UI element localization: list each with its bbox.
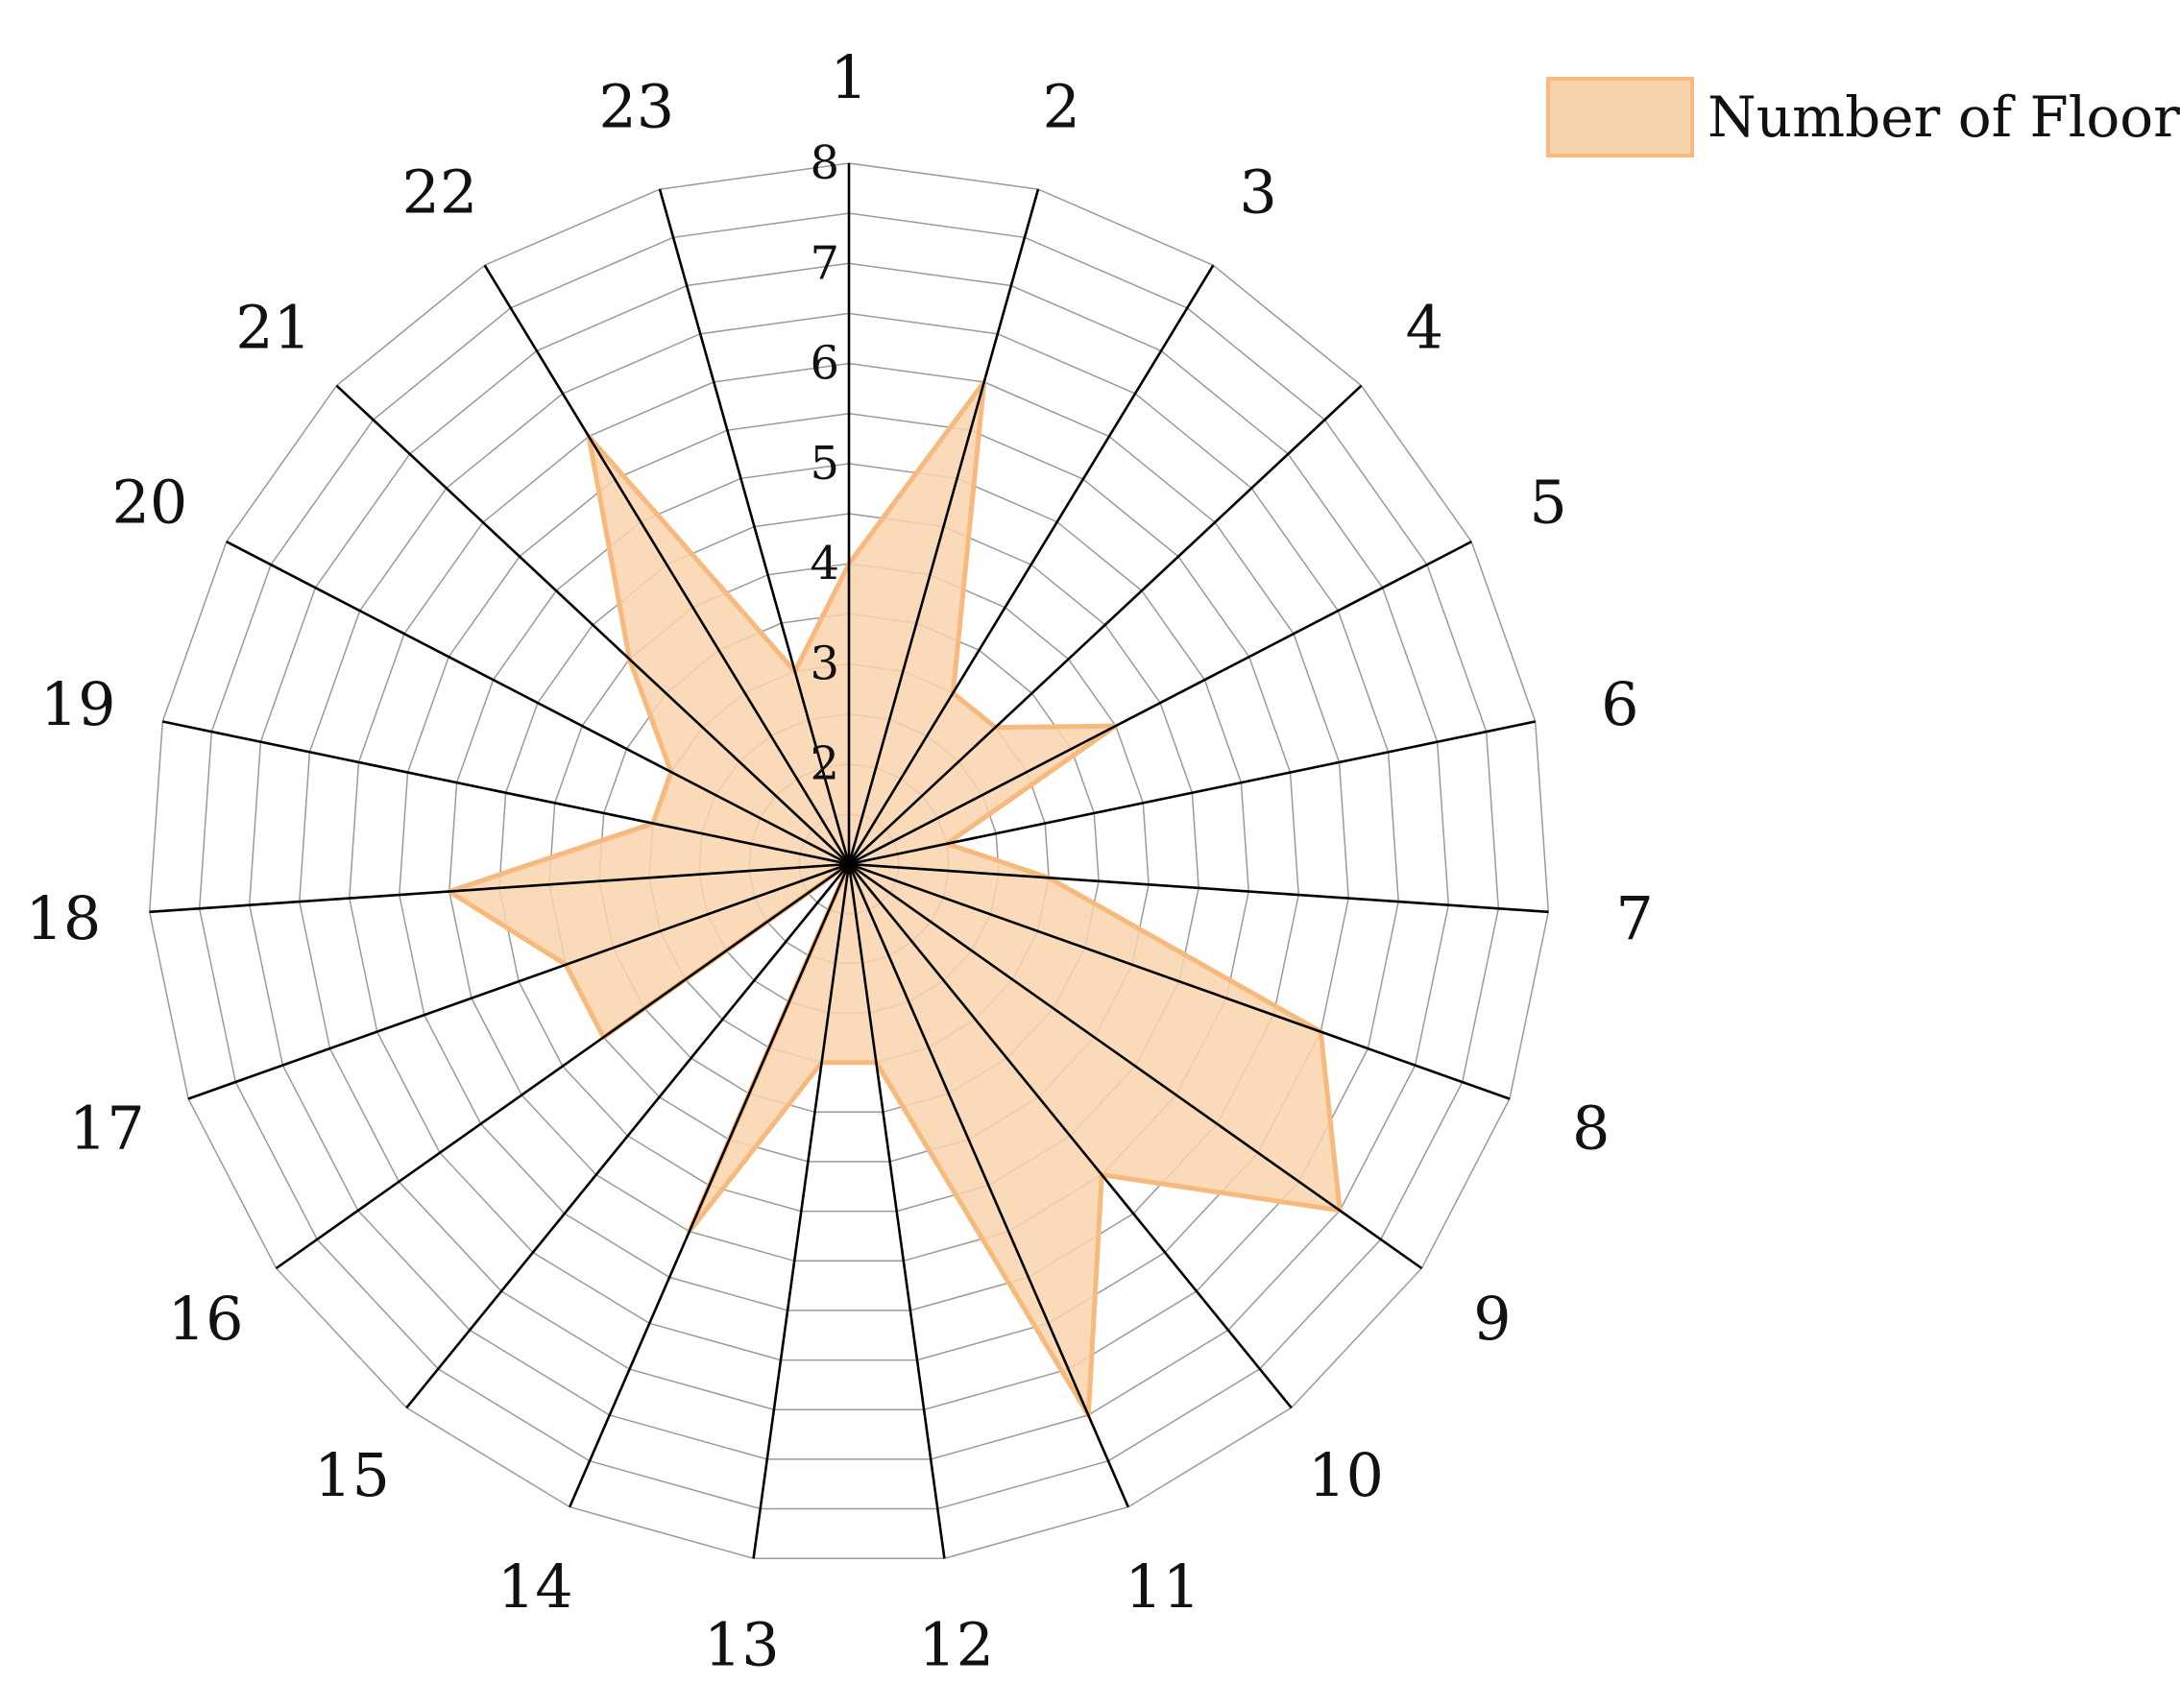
grid-ring <box>248 262 1450 1460</box>
category-label: 7 <box>1615 883 1653 953</box>
legend-label: Number of Floors <box>1708 84 2180 150</box>
radial-tick-labels: 2 3 4 5 6 7 8 <box>810 136 839 791</box>
series-area-layer <box>447 379 1343 1418</box>
grid-spoke <box>848 384 1363 865</box>
grid-rings <box>148 162 1550 1559</box>
grid-spoke <box>848 541 1472 866</box>
category-label: 22 <box>401 156 477 227</box>
grid-spoke <box>149 862 850 914</box>
grid-spoke <box>847 188 1040 865</box>
grid-ring <box>498 513 1199 1213</box>
grid-spoke <box>569 863 851 1508</box>
category-label: 4 <box>1406 292 1443 362</box>
category-label: 14 <box>497 1552 573 1622</box>
grid-spoke <box>848 862 1511 1100</box>
tick-label: 8 <box>810 136 839 190</box>
grid-spoke <box>405 863 851 1409</box>
category-label: 20 <box>111 468 187 538</box>
tick-label: 2 <box>810 737 839 791</box>
grid-spokes <box>149 163 1549 1559</box>
grid-spoke <box>848 862 1423 1270</box>
grid-spoke <box>847 863 1293 1409</box>
grid-spoke <box>847 863 1129 1508</box>
category-label: 12 <box>918 1609 994 1679</box>
tick-label: 6 <box>810 337 839 391</box>
grid-spoke <box>847 863 946 1559</box>
category-label: 10 <box>1308 1440 1384 1510</box>
grid-ring <box>148 162 1550 1559</box>
grid-spoke <box>335 384 850 865</box>
series-area <box>447 379 1343 1418</box>
grid-ring <box>299 312 1399 1410</box>
grid-spoke <box>658 188 851 865</box>
grid-spoke <box>162 720 850 866</box>
grid-ring <box>548 563 1150 1163</box>
grid-spoke <box>848 862 1549 914</box>
category-label: 23 <box>598 71 674 141</box>
tick-label: 5 <box>810 437 839 491</box>
grid-ring <box>349 362 1349 1361</box>
grid-spoke <box>275 862 850 1270</box>
legend-swatch <box>1546 77 1694 157</box>
tick-label: 7 <box>810 236 839 290</box>
category-label: 11 <box>1125 1552 1200 1622</box>
category-label: 19 <box>40 669 116 739</box>
grid-ring <box>448 463 1249 1263</box>
grid-spoke <box>226 541 850 866</box>
grid-spoke <box>848 720 1536 866</box>
category-label: 3 <box>1239 156 1276 227</box>
category-label: 8 <box>1572 1094 1610 1164</box>
category-label: 17 <box>69 1094 145 1164</box>
category-label: 18 <box>25 883 101 953</box>
grid-ring <box>198 212 1500 1510</box>
grid-spoke <box>483 264 851 865</box>
category-label: 5 <box>1529 468 1566 538</box>
tick-label: 4 <box>810 537 839 590</box>
category-label: 21 <box>235 292 311 362</box>
legend: Number of Floors <box>1546 77 2180 157</box>
category-label: 13 <box>704 1609 780 1679</box>
category-label: 9 <box>1473 1284 1511 1354</box>
category-label: 16 <box>168 1284 244 1354</box>
grid-spoke <box>847 264 1215 865</box>
category-label: 6 <box>1601 669 1638 739</box>
grid-spoke <box>187 862 850 1100</box>
grid-ring <box>399 412 1299 1311</box>
grid-spoke <box>752 863 851 1559</box>
category-label: 2 <box>1042 71 1079 141</box>
tick-label: 3 <box>810 637 839 690</box>
category-label: 15 <box>314 1440 390 1510</box>
category-label: 1 <box>830 42 867 112</box>
